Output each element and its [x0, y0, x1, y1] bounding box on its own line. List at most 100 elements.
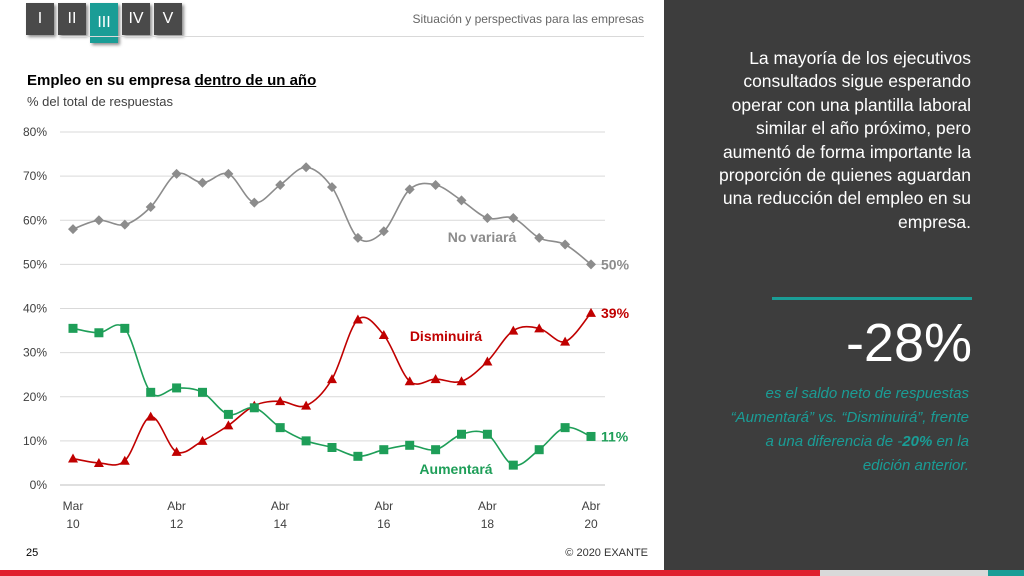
- data-point-no-variara: [197, 177, 208, 188]
- data-point-disminuira: [482, 356, 493, 366]
- data-point-disminuira: [171, 446, 182, 456]
- data-point-disminuira: [68, 453, 78, 463]
- data-point-no-variara: [378, 226, 389, 237]
- data-point-no-variara: [301, 162, 312, 173]
- data-point-disminuira: [223, 420, 234, 430]
- page-number: 25: [26, 547, 39, 559]
- data-point-disminuira: [275, 396, 286, 406]
- data-point-aumentara: [301, 436, 311, 446]
- x-tick-label-month: Abr: [478, 499, 497, 513]
- data-point-aumentara: [379, 445, 389, 455]
- data-point-disminuira: [301, 400, 312, 410]
- bottom-bar: [0, 570, 1024, 576]
- bottom-bar-teal: [988, 570, 1024, 576]
- series-label-disminuira: Disminuirá: [410, 328, 483, 344]
- x-tick-label-month: Abr: [167, 499, 186, 513]
- tab-section-1[interactable]: I: [26, 3, 54, 35]
- data-point-aumentara: [353, 451, 363, 461]
- bottom-bar-red: [0, 570, 820, 576]
- data-point-disminuira: [93, 457, 104, 467]
- data-point-no-variara: [560, 239, 571, 250]
- data-point-disminuira: [560, 336, 571, 346]
- x-tick-label-month: Mar: [63, 499, 84, 513]
- data-point-aumentara: [146, 387, 156, 397]
- tab-section-4[interactable]: IV: [122, 3, 150, 35]
- y-tick-label: 80%: [23, 125, 47, 139]
- end-value-disminuira: 39%: [601, 305, 630, 321]
- header-title: Situación y perspectivas para las empres…: [412, 12, 644, 26]
- y-tick-label: 40%: [23, 302, 47, 316]
- data-point-no-variara: [119, 219, 130, 230]
- data-point-no-variara: [352, 232, 363, 243]
- chart-title-main: Empleo en su empresa: [27, 72, 195, 89]
- data-point-aumentara: [94, 328, 104, 338]
- copyright: © 2020 EXANTE: [565, 547, 648, 559]
- data-point-no-variara: [275, 179, 286, 190]
- data-point-no-variara: [430, 179, 441, 190]
- summary-panel: [664, 0, 1024, 570]
- note-previous-value: 20%: [902, 433, 933, 450]
- data-point-no-variara: [327, 182, 337, 193]
- x-tick-label-month: Abr: [374, 499, 393, 513]
- tab-section-5[interactable]: V: [154, 3, 182, 35]
- section-tabs: I II III IV V: [26, 3, 182, 43]
- data-point-disminuira: [378, 329, 389, 339]
- data-point-aumentara: [431, 445, 441, 455]
- data-point-no-variara: [586, 259, 596, 270]
- header-divider: [60, 36, 644, 37]
- note-text-1: es el saldo neto de respuestas “Aumentar…: [730, 385, 969, 450]
- data-point-aumentara: [249, 403, 259, 413]
- data-point-no-variara: [171, 168, 182, 179]
- data-point-aumentara: [534, 445, 544, 455]
- y-tick-label: 30%: [23, 346, 47, 360]
- y-tick-label: 60%: [23, 213, 47, 227]
- data-point-no-variara: [93, 215, 104, 226]
- data-point-disminuira: [534, 323, 545, 333]
- data-point-disminuira: [327, 374, 337, 384]
- series-label-no-variara: No variará: [448, 229, 517, 245]
- data-point-disminuira: [197, 435, 208, 445]
- chart-title-underlined: dentro de un año: [194, 72, 317, 89]
- net-balance-note: es el saldo neto de respuestas “Aumentar…: [724, 382, 969, 478]
- x-tick-label-year: 18: [481, 517, 495, 531]
- data-point-aumentara: [198, 387, 207, 397]
- end-value-no-variara: 50%: [601, 256, 630, 272]
- y-tick-label: 50%: [23, 257, 47, 271]
- data-point-aumentara: [560, 423, 570, 433]
- data-point-disminuira: [145, 411, 156, 421]
- data-point-aumentara: [586, 431, 596, 441]
- data-point-aumentara: [120, 323, 130, 333]
- data-point-no-variara: [68, 224, 78, 235]
- data-point-no-variara: [249, 197, 260, 208]
- data-point-aumentara: [508, 460, 518, 470]
- data-point-no-variara: [534, 232, 545, 243]
- data-point-disminuira: [586, 307, 596, 317]
- summary-text: La mayoría de los ejecutivos consultados…: [719, 48, 971, 232]
- data-point-aumentara: [172, 383, 182, 393]
- note-text-2: en la edición anterior.: [862, 433, 969, 474]
- x-tick-label-month: Abr: [271, 499, 290, 513]
- data-point-disminuira: [430, 374, 441, 384]
- data-point-no-variara: [482, 213, 493, 224]
- data-point-aumentara: [223, 409, 233, 419]
- x-tick-label-year: 14: [274, 517, 288, 531]
- data-point-disminuira: [456, 376, 467, 386]
- data-point-aumentara: [405, 440, 415, 450]
- net-balance-value: -28%: [845, 313, 972, 373]
- tab-section-3[interactable]: III: [90, 3, 118, 43]
- data-point-disminuira: [119, 455, 130, 465]
- y-tick-label: 0%: [30, 478, 48, 492]
- chart-subtitle: % del total de respuestas: [27, 94, 173, 109]
- y-tick-label: 70%: [23, 169, 47, 183]
- data-point-no-variara: [508, 213, 519, 224]
- data-point-no-variara: [223, 168, 234, 179]
- data-point-aumentara: [68, 323, 78, 333]
- data-point-aumentara: [327, 442, 337, 452]
- x-tick-label-year: 12: [170, 517, 184, 531]
- tab-section-2[interactable]: II: [58, 3, 86, 35]
- data-point-disminuira: [508, 325, 519, 335]
- data-point-aumentara: [457, 429, 466, 439]
- x-tick-label-year: 16: [377, 517, 391, 531]
- data-point-disminuira: [404, 376, 415, 386]
- data-point-aumentara: [275, 423, 285, 433]
